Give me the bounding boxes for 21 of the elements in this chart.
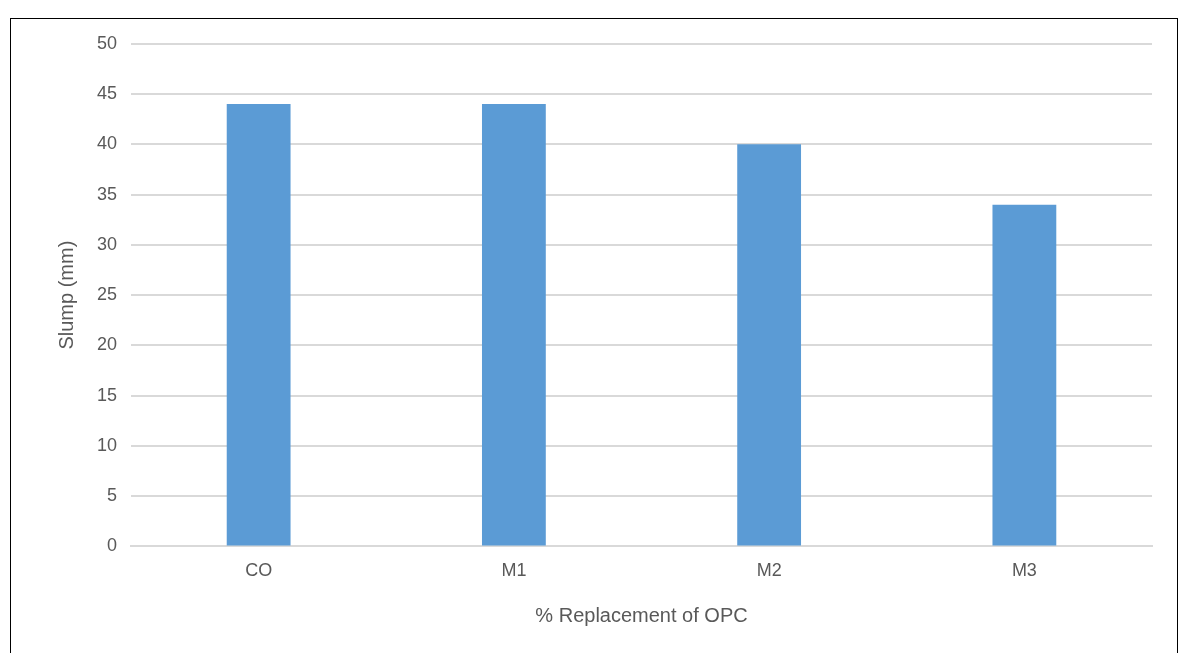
y-tick-label: 30 xyxy=(96,233,118,254)
bar xyxy=(226,104,291,546)
y-tick-label: 15 xyxy=(96,384,118,405)
bar xyxy=(481,104,546,546)
y-tick-label: 45 xyxy=(96,83,118,104)
x-axis-title: % Replacement of OPC xyxy=(535,603,748,626)
y-tick-label: 0 xyxy=(107,535,118,556)
y-axis-title: Slump (mm) xyxy=(54,240,77,350)
y-tick-label: 35 xyxy=(96,183,118,204)
y-tick-label: 5 xyxy=(107,485,118,506)
y-tick-label: 50 xyxy=(96,32,118,53)
y-tick-label: 25 xyxy=(96,284,118,305)
x-tick-label: M1 xyxy=(501,560,527,581)
bar xyxy=(992,204,1057,546)
y-tick-label: 10 xyxy=(96,434,118,455)
bar xyxy=(737,144,802,546)
y-tick-label: 20 xyxy=(96,334,118,355)
x-tick-label: M2 xyxy=(756,560,782,581)
x-tick-label: CO xyxy=(245,560,273,581)
y-tick-label: 40 xyxy=(96,133,118,154)
x-tick-label: M3 xyxy=(1011,560,1037,581)
